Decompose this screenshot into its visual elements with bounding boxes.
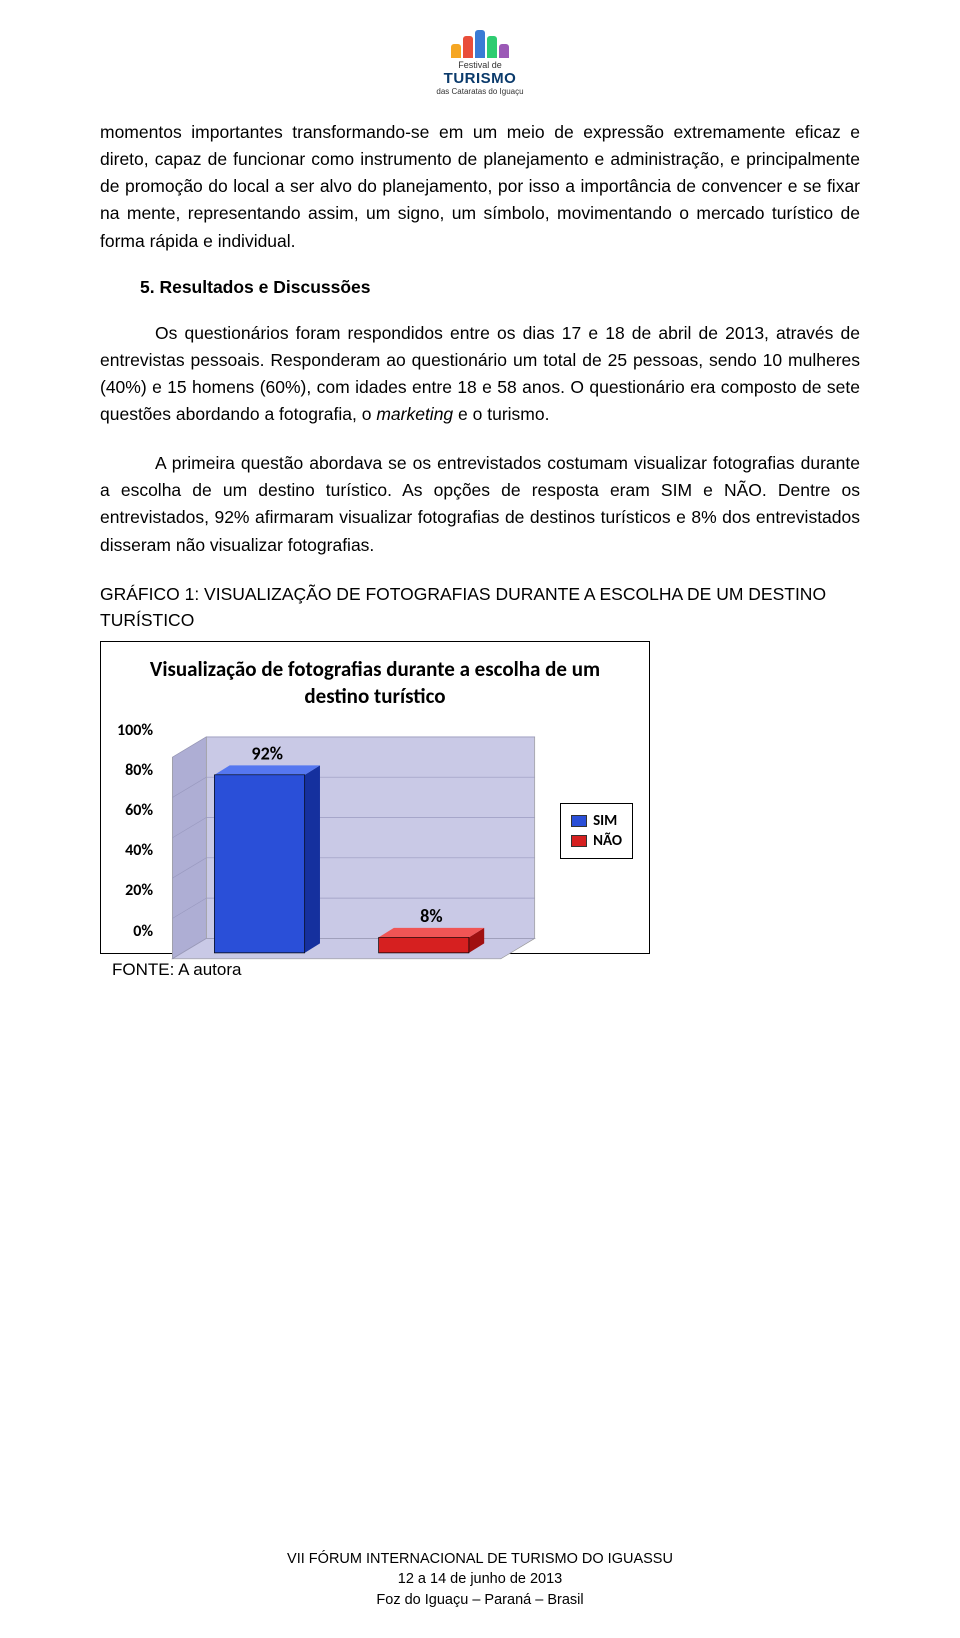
logo-line2: TURISMO bbox=[436, 70, 523, 87]
p2-italic: marketing bbox=[376, 404, 453, 424]
logo-bar-icon bbox=[499, 44, 509, 58]
page-footer: VII FÓRUM INTERNACIONAL DE TURISMO DO IG… bbox=[0, 1549, 960, 1610]
legend-label: SIM bbox=[593, 812, 617, 830]
y-tick-label: 40% bbox=[125, 841, 153, 860]
y-tick-label: 100% bbox=[117, 721, 153, 740]
svg-text:8%: 8% bbox=[420, 905, 442, 927]
y-tick-label: 80% bbox=[125, 761, 153, 780]
legend-item: NÃO bbox=[571, 832, 622, 850]
logo-bar-icon bbox=[451, 44, 461, 58]
footer-line2: 12 a 14 de junho de 2013 bbox=[0, 1569, 960, 1589]
logo-bar-icon bbox=[475, 30, 485, 58]
chart-plot-area: 92% 8% bbox=[161, 721, 546, 941]
section-title: 5. Resultados e Discussões bbox=[140, 277, 860, 298]
p2-part-c: e o turismo. bbox=[453, 404, 549, 424]
footer-line1: VII FÓRUM INTERNACIONAL DE TURISMO DO IG… bbox=[0, 1549, 960, 1569]
legend-label: NÃO bbox=[593, 832, 622, 850]
logo-bar-icon bbox=[487, 36, 497, 58]
chart-svg: 92% 8% bbox=[161, 721, 546, 970]
paragraph-1: momentos importantes transformando-se em… bbox=[100, 119, 860, 255]
chart-y-axis: 100% 80% 60% 40% 20% 0% bbox=[117, 721, 161, 941]
chart-caption: GRÁFICO 1: VISUALIZAÇÃO DE FOTOGRAFIAS D… bbox=[100, 581, 860, 634]
paragraph-2: Os questionários foram respondidos entre… bbox=[100, 320, 860, 429]
legend-swatch-icon bbox=[571, 835, 587, 847]
chart-container: Visualização de fotografias durante a es… bbox=[100, 641, 650, 954]
logo-line1: Festival de bbox=[436, 60, 523, 70]
footer-line3: Foz do Iguaçu – Paraná – Brasil bbox=[0, 1590, 960, 1610]
logo-inner: Festival de TURISMO das Cataratas do Igu… bbox=[436, 30, 523, 96]
y-tick-label: 60% bbox=[125, 801, 153, 820]
logo-bar-icon bbox=[463, 36, 473, 58]
y-tick-label: 20% bbox=[125, 881, 153, 900]
document-page: Festival de TURISMO das Cataratas do Igu… bbox=[0, 0, 960, 1638]
paragraph-3: A primeira questão abordava se os entrev… bbox=[100, 450, 860, 559]
chart-legend: SIM NÃO bbox=[560, 803, 633, 859]
chart-body: 100% 80% 60% 40% 20% 0% 92% 8% SIM NÃO bbox=[117, 721, 633, 941]
legend-swatch-icon bbox=[571, 815, 587, 827]
festival-logo: Festival de TURISMO das Cataratas do Igu… bbox=[100, 30, 860, 99]
svg-text:92%: 92% bbox=[251, 742, 283, 764]
legend-item: SIM bbox=[571, 812, 622, 830]
y-tick-label: 0% bbox=[133, 922, 153, 941]
logo-bars bbox=[436, 30, 523, 58]
logo-line3: das Cataratas do Iguaçu bbox=[436, 87, 523, 96]
chart-title: Visualização de fotografias durante a es… bbox=[117, 656, 633, 711]
